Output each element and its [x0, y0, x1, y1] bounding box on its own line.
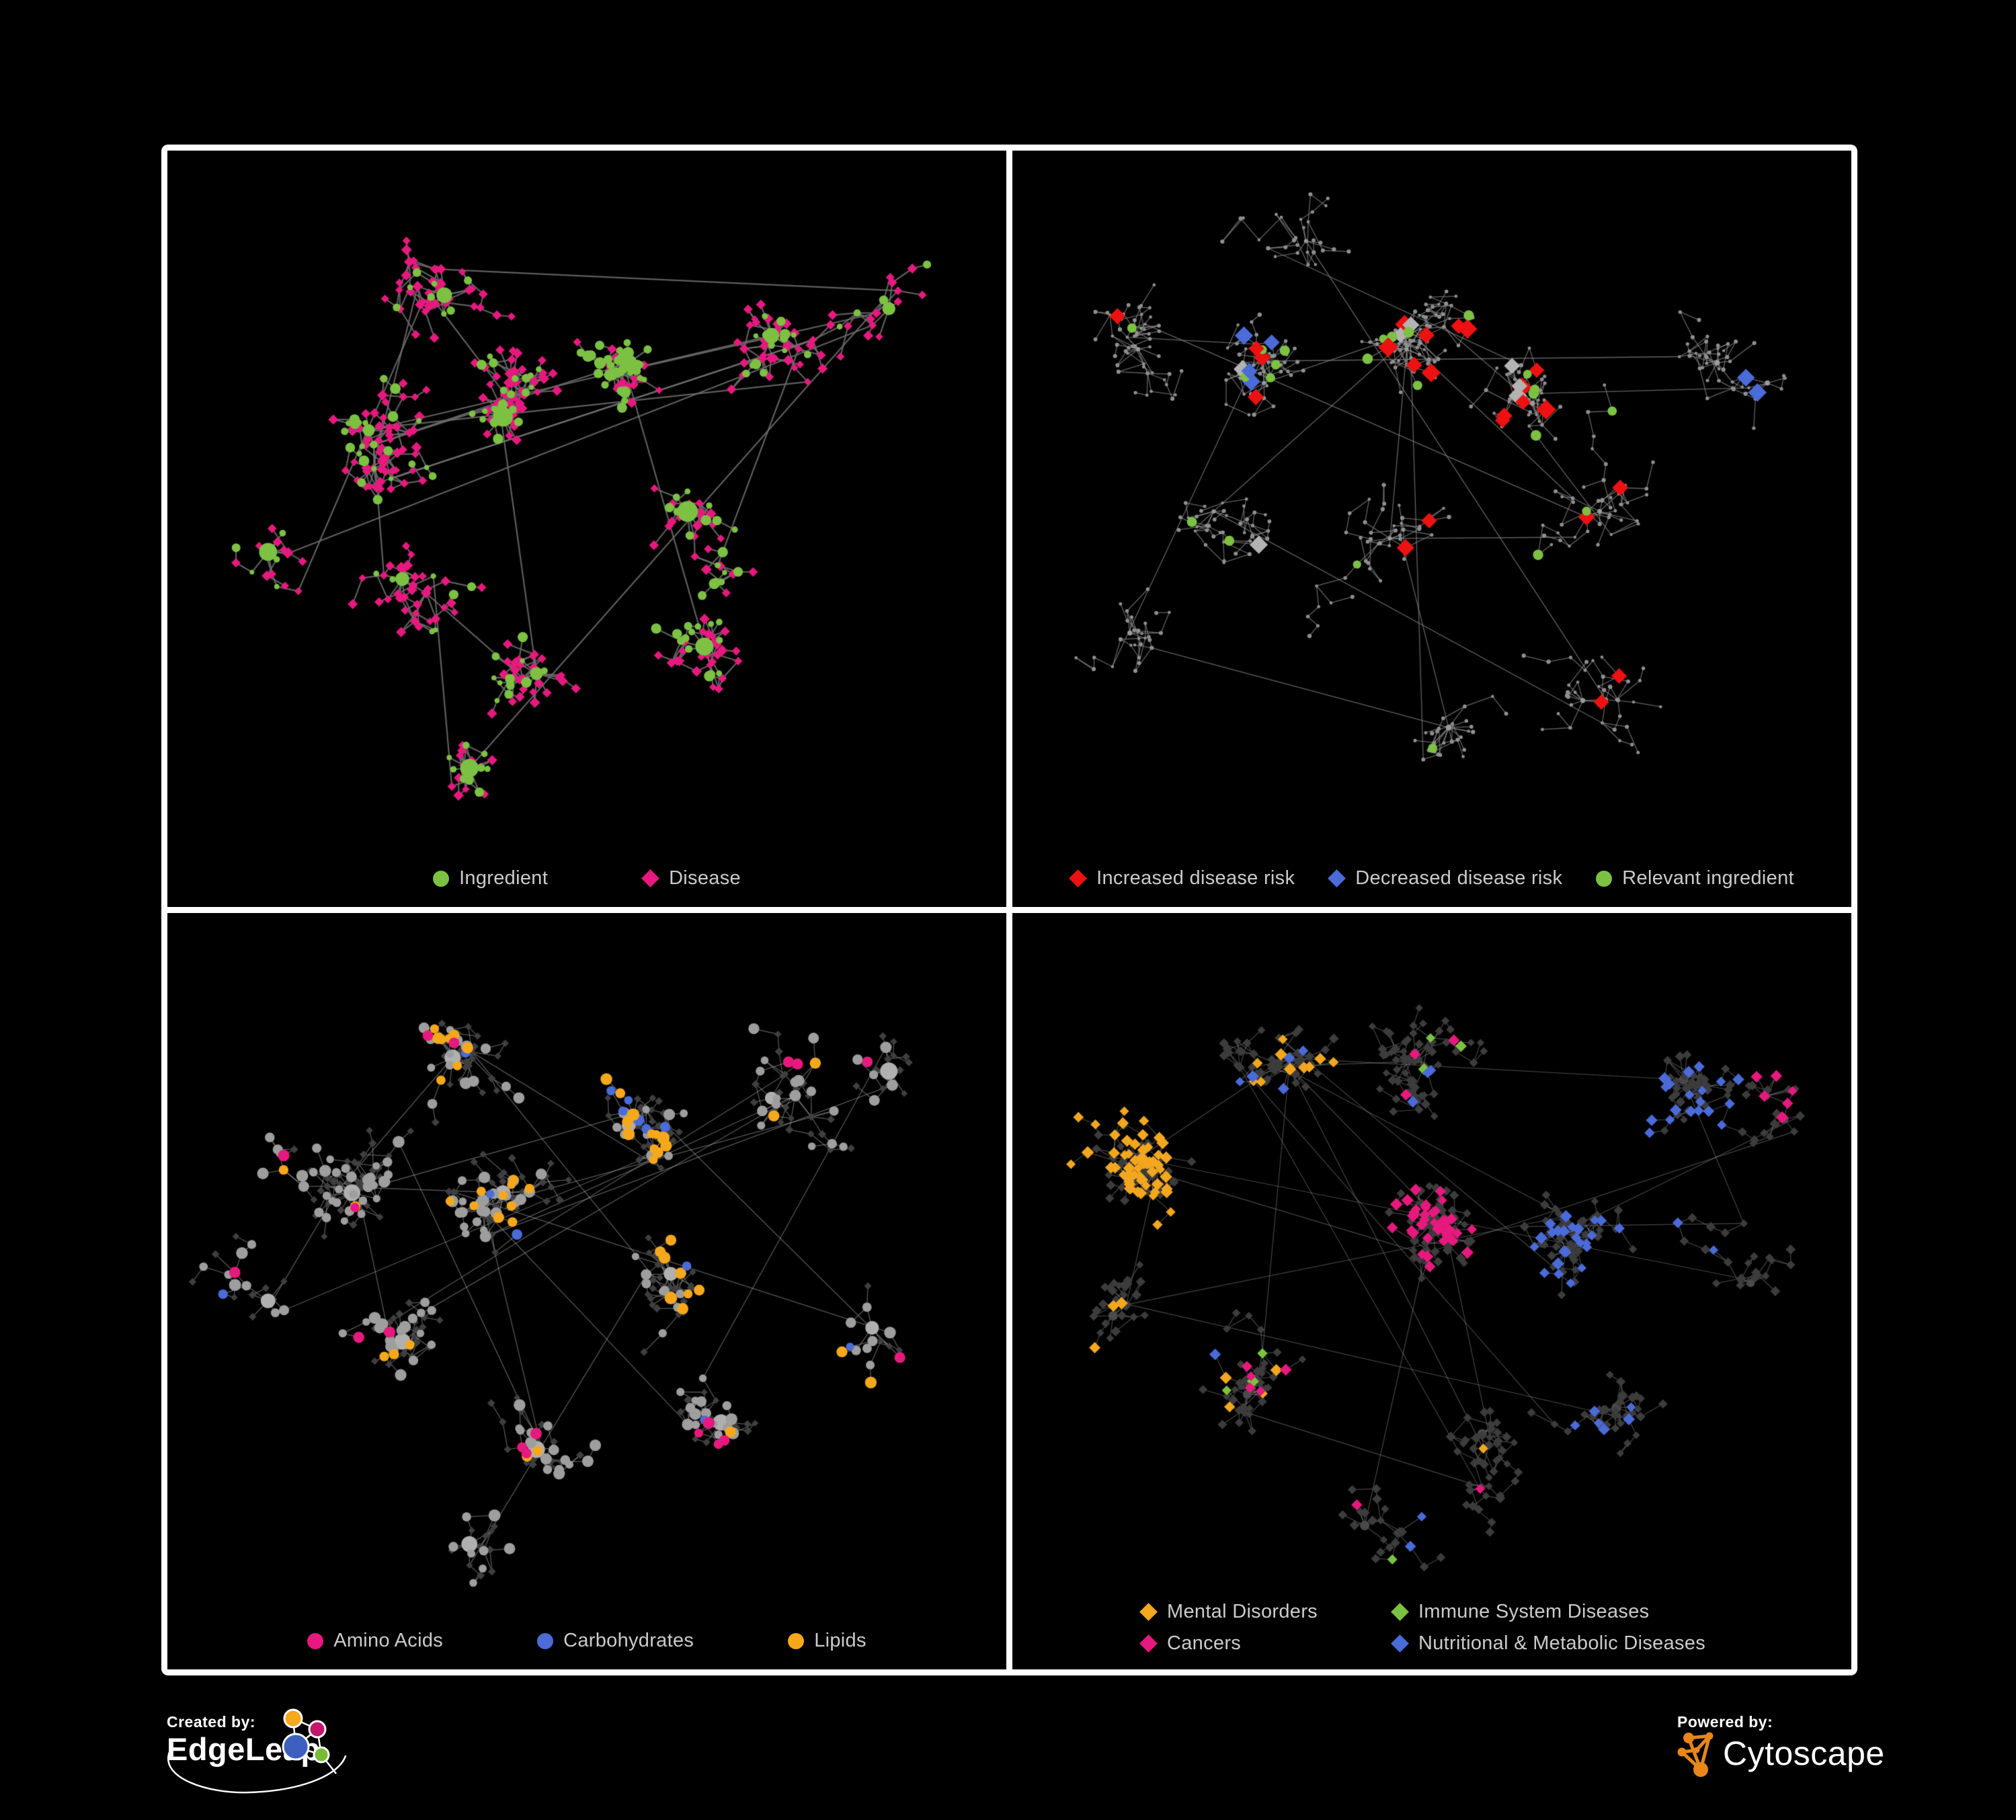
legend-label: Carbohydrates — [563, 1630, 694, 1651]
ingredient-classes-legend: Amino Acids Carbohydrates Lipids — [167, 1630, 1006, 1652]
carbohydrates-circle-marker — [537, 1632, 554, 1649]
immune-system-diseases-diamond-marker — [1391, 1603, 1409, 1621]
legend-label: Relevant ingredient — [1622, 867, 1794, 889]
created-by-label: Created by: — [167, 1713, 256, 1731]
legend-item-lipids: Lipids — [788, 1630, 866, 1652]
edgeleap-logo-icon — [282, 1708, 337, 1774]
legend-label: Ingredient — [459, 867, 549, 889]
mental-disorders-diamond-marker — [1139, 1603, 1158, 1621]
legend-label: Amino Acids — [333, 1630, 444, 1651]
legend-item-decreased-disease-risk: Decreased disease risk — [1328, 867, 1562, 889]
legend-label: Cancers — [1167, 1632, 1242, 1654]
panel-disease-classes-network: Mental Disorders Immune System Diseases Ca… — [1012, 913, 1851, 1669]
disease-classes-network-canvas — [1012, 913, 1851, 1669]
panel-disease-risk-network: Increased disease risk Decreased disease … — [1012, 151, 1851, 907]
edgeleap-credit: Created by: EdgeLeap — [167, 1708, 389, 1801]
cytoscape-wordmark: Cytoscape — [1723, 1735, 1885, 1772]
legend-label: Nutritional & Metabolic Diseases — [1418, 1632, 1706, 1654]
disease-classes-legend: Mental Disorders Immune System Diseases Ca… — [1139, 1601, 1706, 1655]
decreased-disease-risk-diamond-marker — [1328, 869, 1346, 887]
ingredient-classes-network-canvas — [167, 913, 1006, 1669]
legend-label: Decreased disease risk — [1355, 867, 1563, 889]
legend-item-amino-acids: Amino Acids — [307, 1630, 443, 1652]
ingredient-disease-legend: Ingredient Disease — [167, 867, 1006, 889]
legend-label: Mental Disorders — [1167, 1601, 1318, 1622]
legend-label: Increased disease risk — [1096, 867, 1295, 889]
legend-item-carbohydrates: Carbohydrates — [537, 1630, 694, 1652]
disease-diamond-marker — [641, 869, 659, 887]
legend-item-relevant-ingredient: Relevant ingredient — [1596, 867, 1794, 889]
legend-label: Immune System Diseases — [1418, 1601, 1650, 1622]
amino-acids-circle-marker — [307, 1632, 324, 1649]
disease-risk-legend: Increased disease risk Decreased disease … — [1012, 867, 1851, 889]
legend-label: Disease — [669, 867, 741, 889]
nutritional-metabolic-diseases-diamond-marker — [1391, 1634, 1409, 1653]
panel-ingredient-disease-network: Ingredient Disease — [167, 151, 1006, 907]
cytoscape-credit: Powered by: Cytoscape — [1677, 1713, 1884, 1794]
ingredient-disease-network-canvas — [167, 151, 1006, 907]
legend-item-mental-disorders: Mental Disorders — [1139, 1601, 1318, 1623]
cancers-diamond-marker — [1139, 1634, 1158, 1653]
figure-frame: Ingredient Disease Increased disease risk… — [161, 145, 1857, 1675]
lipids-circle-marker — [788, 1632, 805, 1649]
legend-item-nutritional-metabolic-diseases: Nutritional & Metabolic Diseases — [1391, 1632, 1706, 1655]
legend-item-ingredient: Ingredient — [433, 867, 548, 889]
legend-item-immune-system-diseases: Immune System Diseases — [1391, 1601, 1705, 1623]
panel-ingredient-classes-network: Amino Acids Carbohydrates Lipids — [167, 913, 1006, 1669]
legend-item-cancers: Cancers — [1139, 1632, 1318, 1655]
cytoscape-logo-icon — [1677, 1732, 1713, 1777]
legend-item-increased-disease-risk: Increased disease risk — [1069, 867, 1295, 889]
legend-label: Lipids — [814, 1630, 866, 1651]
legend-item-disease: Disease — [641, 867, 741, 889]
increased-disease-risk-diamond-marker — [1069, 869, 1088, 887]
disease-risk-network-canvas — [1012, 151, 1851, 907]
powered-by-label: Powered by: — [1677, 1713, 1773, 1731]
ingredient-circle-marker — [433, 870, 450, 887]
relevant-ingredient-circle-marker — [1596, 870, 1613, 887]
